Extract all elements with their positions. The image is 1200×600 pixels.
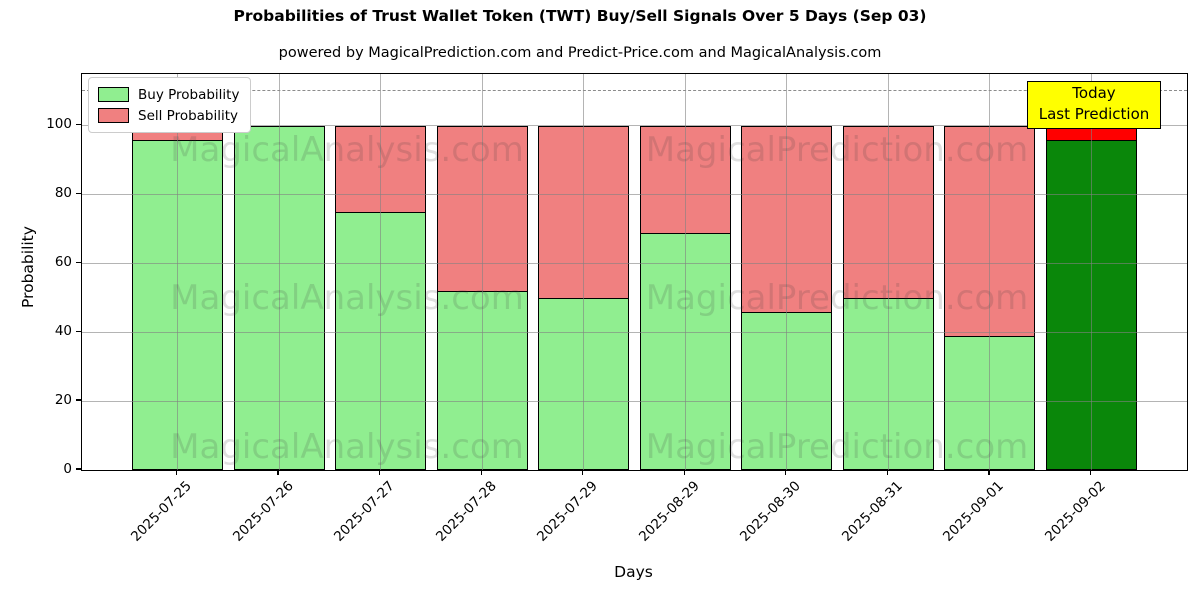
- x-tick-label-text: 2025-07-27: [331, 478, 398, 545]
- plot-area: MagicalAnalysis.com MagicalPrediction.com…: [81, 73, 1188, 471]
- watermark-prediction: MagicalPrediction.com: [645, 426, 1029, 467]
- x-tick-label-text: 2025-07-28: [432, 478, 500, 545]
- annotation-line1: Today: [1072, 84, 1116, 102]
- chart-subtitle: powered by MagicalPrediction.com and Pre…: [278, 45, 882, 61]
- x-tick-label-text: 2025-08-31: [838, 478, 906, 545]
- x-tick-mark: [785, 470, 787, 475]
- y-tick-label: 80: [54, 185, 72, 201]
- sell-swatch-icon: [98, 108, 129, 123]
- watermark-analysis: MagicalAnalysis.com: [170, 129, 524, 170]
- x-tick-label-text: 2025-08-29: [635, 478, 703, 545]
- annotation-line2: Last Prediction: [1038, 105, 1150, 123]
- x-tick-label-text: 2025-08-30: [737, 478, 805, 545]
- x-axis-label: Days: [614, 563, 653, 581]
- x-tick-label-text: 2025-07-26: [229, 478, 297, 545]
- y-tick-mark: [75, 330, 81, 332]
- x-tick-mark: [480, 470, 482, 475]
- v-gridline: [583, 74, 585, 470]
- x-tick-label-text: 2025-09-01: [940, 478, 1008, 545]
- x-tick-mark: [277, 470, 279, 475]
- watermark-prediction: MagicalPrediction.com: [645, 129, 1029, 170]
- x-tick-mark: [683, 470, 685, 475]
- y-tick-mark: [75, 468, 81, 470]
- v-gridline: [887, 74, 889, 470]
- x-tick-mark: [582, 470, 584, 475]
- y-tick-label: 60: [54, 253, 72, 270]
- legend-item-sell: Sell Probability: [98, 105, 239, 126]
- v-gridline: [481, 74, 483, 470]
- v-gridline: [278, 74, 280, 470]
- dashed-threshold-line: [82, 90, 1187, 92]
- y-tick-label: 0: [63, 460, 72, 477]
- x-tick-mark: [1089, 470, 1092, 475]
- y-tick-mark: [75, 261, 81, 264]
- x-tick-label-text: 2025-09-02: [1042, 478, 1109, 545]
- y-tick-mark: [75, 192, 81, 195]
- x-tick-mark: [175, 470, 178, 475]
- today-annotation: Today Last Prediction: [1027, 81, 1161, 129]
- h-gridline: [82, 193, 1187, 196]
- watermark-analysis: MagicalAnalysis.com: [170, 277, 524, 318]
- watermark-analysis: MagicalAnalysis.com: [170, 426, 524, 467]
- v-gridline: [1090, 74, 1093, 470]
- x-tick-label-text: 2025-07-29: [534, 478, 602, 545]
- v-gridline: [786, 74, 788, 470]
- legend-label-buy: Buy Probability: [138, 86, 240, 103]
- chart-title: Probabilities of Trust Wallet Token (TWT…: [233, 7, 927, 25]
- x-tick-mark: [886, 470, 889, 475]
- x-tick-mark: [378, 470, 381, 475]
- v-gridline: [989, 74, 991, 470]
- y-axis-label: Probability: [19, 226, 37, 308]
- y-tick-mark: [75, 124, 81, 126]
- h-gridline: [82, 400, 1187, 402]
- v-gridline: [380, 74, 382, 470]
- y-tick-label: 40: [54, 322, 72, 339]
- y-tick-mark: [75, 399, 81, 401]
- h-gridline: [82, 125, 1187, 127]
- v-gridline: [684, 74, 686, 470]
- h-gridline: [82, 331, 1187, 333]
- buy-swatch-icon: [98, 87, 129, 102]
- legend: Buy Probability Sell Probability: [88, 77, 252, 133]
- h-gridline: [82, 262, 1187, 264]
- x-tick-mark: [988, 470, 990, 475]
- legend-label-sell: Sell Probability: [138, 107, 239, 124]
- y-tick-label: 20: [54, 391, 72, 408]
- v-gridline: [176, 74, 179, 470]
- y-tick-label: 100: [46, 116, 72, 133]
- x-tick-label-text: 2025-07-25: [128, 478, 195, 545]
- watermark-prediction: MagicalPrediction.com: [645, 277, 1029, 318]
- legend-item-buy: Buy Probability: [98, 84, 239, 105]
